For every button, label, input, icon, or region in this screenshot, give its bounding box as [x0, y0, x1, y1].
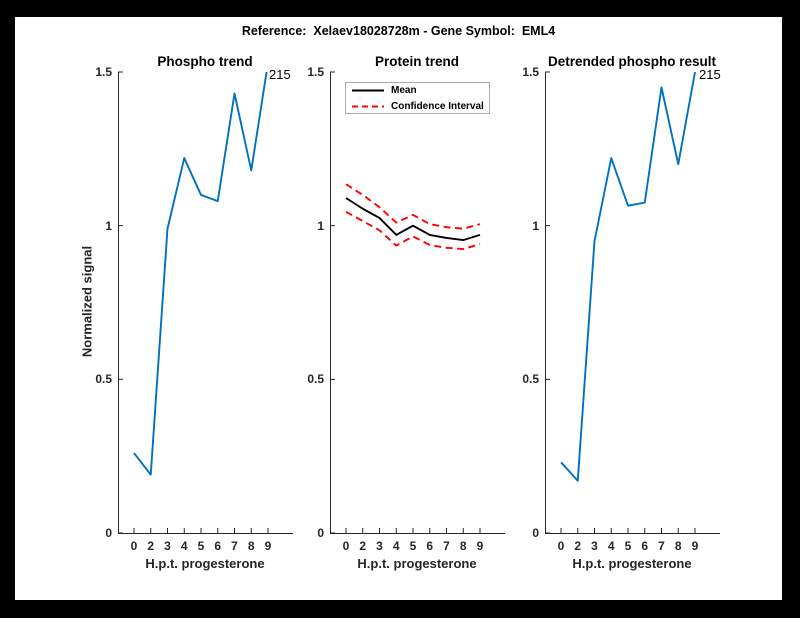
- annotation-215-left: 215: [269, 67, 291, 82]
- legend-box: [345, 82, 490, 114]
- annotation-215-right: 215: [699, 67, 721, 82]
- y-tick-label: 0.5: [522, 372, 539, 387]
- x-axis-label-1: H.p.t. progesterone: [145, 556, 265, 571]
- plots-graphic: [118, 71, 720, 534]
- x-tick-label: 5: [624, 539, 632, 553]
- x-tick-label: 0: [130, 539, 138, 553]
- x-tick-label: 3: [591, 539, 598, 553]
- x-tick-label: 2: [359, 539, 367, 553]
- x-tick-label: 7: [231, 539, 238, 553]
- x-tick-label: 4: [180, 539, 188, 553]
- y-tick-label: 0: [105, 526, 112, 540]
- y-tick-label: 1: [105, 218, 112, 233]
- x-tick-label: 2: [147, 539, 155, 553]
- x-tick-label: 8: [247, 539, 255, 553]
- x-tick-label: 8: [674, 539, 682, 553]
- x-tick-label: 3: [164, 539, 171, 553]
- x-tick-label: 5: [197, 539, 205, 553]
- x-tick-label: 9: [264, 539, 272, 553]
- x-tick-label: 4: [607, 539, 615, 553]
- chart-title-protein-trend: Protein trend: [374, 54, 459, 69]
- x-tick-label: 3: [376, 539, 383, 553]
- x-tick-label: 8: [459, 539, 467, 553]
- x-tick-label: 9: [691, 539, 699, 553]
- y-tick-label: 0.5: [95, 372, 112, 387]
- chart-title-detrended-result: Detrended phospho result: [547, 54, 716, 69]
- y-tick-label: 1: [317, 218, 324, 233]
- x-tick-label: 6: [214, 539, 222, 553]
- y-tick-label: 1: [532, 218, 539, 233]
- x-tick-label: 4: [392, 539, 400, 553]
- y-tick-label: 1.5: [307, 65, 324, 79]
- y-tick-label: 0.5: [307, 372, 324, 387]
- x-tick-label: 6: [641, 539, 649, 553]
- series-line-phospho-signal: [133, 72, 268, 476]
- series-line-confidence-interval-upper: [345, 183, 481, 230]
- x-axis-label-2: H.p.t. progesterone: [357, 556, 477, 571]
- series-line-confidence-interval-lower: [345, 211, 481, 250]
- x-axis-label-3: H.p.t. progesterone: [572, 556, 692, 571]
- series-line-detrended-phospho-signal: [560, 72, 696, 482]
- x-tick-label: 7: [658, 539, 665, 553]
- figure-title: Reference: Xelaev18028728m - Gene Symbol…: [241, 24, 556, 38]
- y-tick-label: 1.5: [522, 65, 539, 79]
- y-tick-label: 0: [317, 526, 324, 540]
- x-tick-label: 0: [557, 539, 565, 553]
- y-tick-label: 0: [532, 526, 539, 540]
- chart-title-phospho-trend: Phospho trend: [157, 54, 253, 69]
- x-tick-label: 0: [342, 539, 350, 553]
- figure-canvas: Reference: Xelaev18028728m - Gene Symbol…: [15, 17, 782, 600]
- x-tick-label: 7: [443, 539, 450, 553]
- x-tick-label: 2: [574, 539, 582, 553]
- series-line-mean: [345, 197, 481, 242]
- x-tick-label: 9: [476, 539, 484, 553]
- y-tick-label: 1.5: [95, 65, 112, 79]
- legend-label-confidence-interval: Confidence Interval: [391, 101, 484, 112]
- x-tick-label: 6: [426, 539, 434, 553]
- x-tick-label: 5: [409, 539, 417, 553]
- legend-label-mean: Mean: [391, 85, 417, 96]
